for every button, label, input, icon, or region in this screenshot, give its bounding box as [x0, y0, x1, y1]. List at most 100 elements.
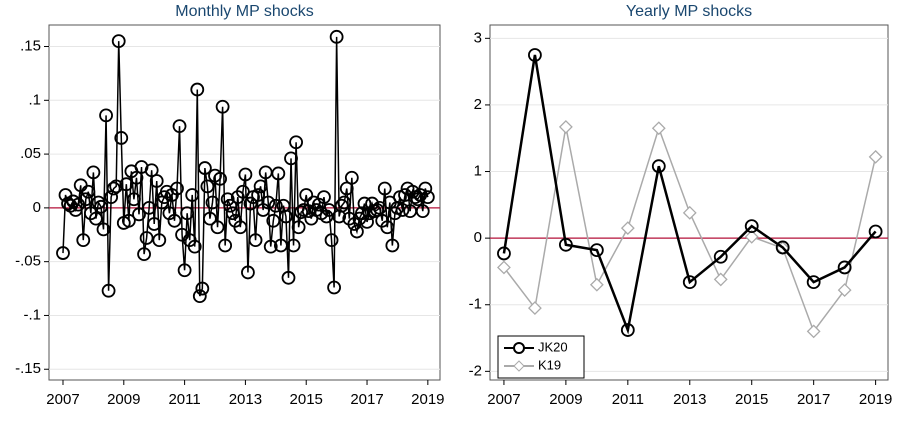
- marker: [101, 283, 116, 298]
- plot-area: [489, 24, 889, 381]
- marker: [215, 99, 230, 114]
- x-tick-label: 2011: [612, 391, 644, 408]
- marker: [324, 233, 339, 248]
- marker: [86, 165, 101, 180]
- y-tick-label: .1: [28, 91, 41, 108]
- legend-marker: [513, 360, 525, 372]
- marker: [291, 220, 306, 235]
- marker: [289, 135, 303, 150]
- marker: [132, 207, 146, 222]
- x-tick-label: 2011: [168, 391, 200, 408]
- marker: [806, 275, 821, 289]
- marker: [415, 204, 430, 219]
- marker: [322, 203, 336, 217]
- y-tick-label: -.05: [15, 253, 41, 270]
- legend-label: K19: [538, 357, 561, 372]
- marker: [127, 192, 141, 207]
- marker: [172, 119, 187, 134]
- marker: [233, 220, 248, 235]
- marker: [218, 238, 233, 253]
- x-tick-label: 2019: [411, 391, 444, 408]
- marker: [744, 229, 759, 244]
- marker: [195, 281, 210, 296]
- marker: [528, 48, 542, 62]
- x-tick-label: 2017: [350, 391, 383, 408]
- marker: [114, 131, 129, 145]
- marker: [837, 283, 852, 298]
- marker: [620, 221, 635, 236]
- marker: [370, 203, 385, 217]
- marker: [241, 265, 255, 280]
- marker: [251, 188, 265, 202]
- x-tick-label: 2007: [487, 391, 520, 408]
- marker: [837, 260, 852, 275]
- marker: [497, 260, 511, 275]
- marker: [243, 196, 258, 211]
- marker: [106, 181, 121, 196]
- x-tick-label: 2009: [549, 391, 582, 408]
- marker: [149, 174, 164, 188]
- marker: [177, 263, 192, 278]
- marker: [261, 195, 276, 210]
- chart-title: Yearly MP shocks: [626, 3, 752, 20]
- marker: [139, 231, 154, 245]
- marker: [170, 181, 184, 196]
- marker: [78, 192, 93, 207]
- marker: [197, 161, 212, 175]
- marker: [380, 220, 395, 235]
- marker: [200, 179, 215, 194]
- marker: [129, 170, 144, 185]
- marker: [271, 166, 286, 181]
- marker: [385, 238, 400, 253]
- marker: [111, 34, 126, 49]
- marker: [620, 323, 635, 337]
- marker: [350, 224, 364, 239]
- marker: [337, 195, 352, 210]
- marker: [868, 149, 883, 164]
- chart-title: Monthly MP shocks: [175, 3, 313, 20]
- marker: [558, 237, 573, 252]
- marker: [94, 199, 108, 214]
- marker: [109, 179, 124, 194]
- marker: [180, 206, 195, 221]
- marker: [268, 198, 283, 213]
- marker: [119, 177, 134, 192]
- marker: [137, 247, 151, 262]
- y-tick-label: .15: [20, 37, 41, 54]
- y-tick-label: 0: [474, 229, 482, 246]
- marker: [99, 108, 113, 123]
- marker: [248, 233, 263, 248]
- marker: [775, 240, 790, 255]
- marker: [192, 289, 207, 303]
- marker: [334, 198, 349, 213]
- marker: [299, 188, 314, 202]
- marker: [651, 121, 666, 136]
- marker: [420, 190, 435, 205]
- x-tick-label: 2007: [46, 391, 79, 408]
- marker: [497, 246, 511, 261]
- marker: [142, 200, 157, 215]
- marker: [279, 209, 293, 224]
- marker: [144, 163, 159, 178]
- y-tick-label: 0: [33, 199, 41, 216]
- y-tick-label: .05: [20, 145, 41, 162]
- marker: [418, 181, 433, 196]
- x-tick-label: 2013: [673, 391, 706, 408]
- marker: [81, 184, 96, 199]
- legend-label: JK20: [538, 339, 568, 354]
- y-tick-label: -2: [469, 362, 482, 379]
- marker: [76, 233, 91, 248]
- marker: [589, 277, 604, 292]
- marker: [284, 151, 298, 166]
- marker: [213, 171, 227, 186]
- marker: [266, 213, 281, 228]
- marker: [286, 238, 301, 253]
- legend-marker: [513, 342, 525, 354]
- marker: [527, 301, 542, 315]
- marker: [190, 82, 205, 97]
- y-tick-label: 1: [474, 162, 482, 179]
- marker: [317, 190, 331, 205]
- marker: [651, 159, 666, 174]
- marker: [238, 167, 253, 182]
